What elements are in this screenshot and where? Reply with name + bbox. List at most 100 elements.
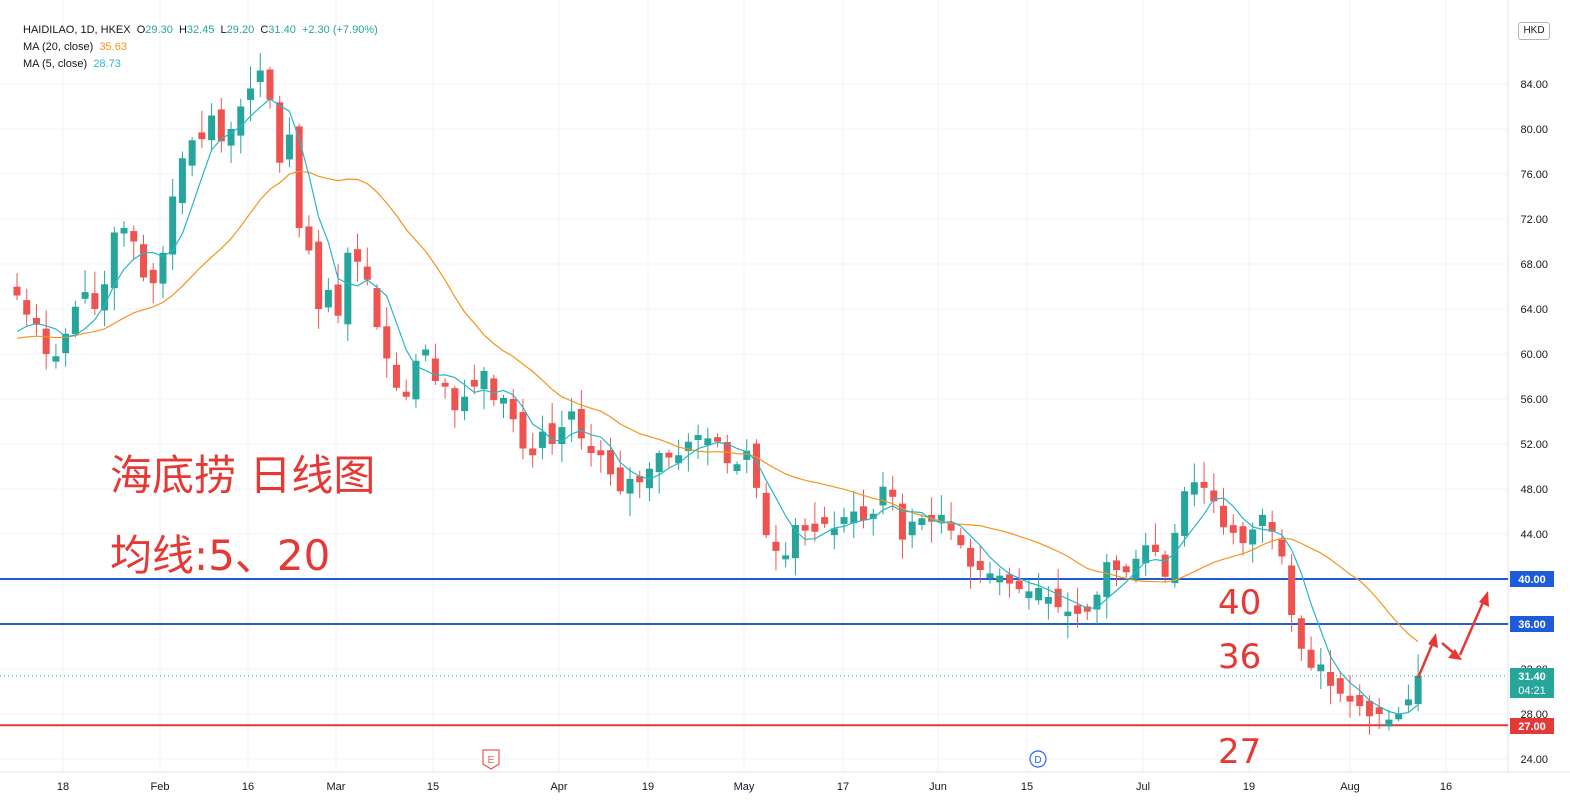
candle-body <box>898 503 906 540</box>
dividend-marker[interactable]: D <box>1029 750 1047 768</box>
ma20-row[interactable]: MA (20, close) 35.63 <box>23 39 378 56</box>
candle-body <box>42 328 50 354</box>
candle-body <box>1181 491 1189 536</box>
candle-body <box>782 555 790 560</box>
candle-body <box>130 231 138 242</box>
x-tick-label: Feb <box>151 781 170 793</box>
candle-body <box>354 249 362 262</box>
candle-body <box>762 492 770 536</box>
open-value: 29.30 <box>145 24 173 36</box>
candle-body <box>752 443 760 488</box>
horizontal-levels[interactable] <box>0 578 1508 727</box>
candle-body <box>208 115 216 141</box>
legend-header: HAIDILAO, 1D, HKEX O29.30 H32.45 L29.20 … <box>23 22 378 73</box>
candle-body <box>32 318 40 325</box>
y-tick-label: 68.00 <box>1520 259 1548 271</box>
candle-body <box>772 541 780 551</box>
candle-body <box>1327 671 1335 686</box>
open-label: O <box>136 24 146 36</box>
x-tick-label: Jun <box>929 781 947 793</box>
candle-body <box>1210 490 1218 502</box>
candle-body <box>1190 482 1198 495</box>
candle-body <box>1395 714 1403 720</box>
candle-body <box>198 132 206 140</box>
price-labels: 40.00 36.00 31.40 04:21 27.00 <box>1510 571 1554 734</box>
currency-button[interactable]: HKD <box>1518 22 1550 40</box>
candle-body <box>869 513 877 519</box>
candle-body <box>500 397 507 404</box>
candle-body <box>276 102 284 163</box>
candle-body <box>1093 594 1101 610</box>
y-tick-label: 80.00 <box>1520 124 1548 136</box>
x-tick-label: 17 <box>837 781 849 793</box>
ma5-label: MA (5, close) <box>23 58 88 70</box>
candle-body <box>733 464 741 471</box>
annotation-title: 海底捞 日线图 <box>110 451 375 500</box>
candle-body <box>626 478 634 494</box>
candle-body <box>1239 526 1247 543</box>
x-tick-label: 19 <box>642 781 654 793</box>
high-label: H <box>178 24 187 36</box>
candle-body <box>159 252 167 284</box>
candle-body <box>655 453 663 473</box>
candle-body <box>801 525 809 531</box>
arrow-up-1 <box>1416 639 1436 679</box>
candle-body <box>967 547 975 567</box>
candle-body <box>743 450 751 460</box>
candle-body <box>616 467 624 492</box>
close-label: C <box>260 24 269 36</box>
candle-body <box>1171 532 1179 584</box>
candle-body <box>1025 591 1033 599</box>
candle-body <box>256 70 264 83</box>
x-tick-label: Jul <box>1136 781 1150 793</box>
candle-body <box>402 391 410 397</box>
candle-body <box>694 435 702 440</box>
candle-body <box>1054 588 1062 608</box>
candle-body <box>996 575 1004 583</box>
ma5-row[interactable]: MA (5, close) 28.73 <box>23 56 378 73</box>
candle-body <box>441 382 449 387</box>
arrow-head-1 <box>1428 633 1438 648</box>
candle-body <box>850 511 858 524</box>
y-tick-label: 76.00 <box>1520 169 1548 181</box>
y-tick-label: 64.00 <box>1520 304 1548 316</box>
candle-body <box>62 333 70 354</box>
candle-body <box>344 252 352 325</box>
label-40: 40.00 <box>1518 574 1546 586</box>
candle-body <box>1151 544 1159 552</box>
candle-body <box>52 356 60 362</box>
candle-body <box>1035 588 1043 601</box>
candle-body <box>529 448 537 456</box>
candle-body <box>305 226 313 251</box>
candle-body <box>1317 664 1325 672</box>
annotation-subtitle: 均线:5、20 <box>110 531 330 580</box>
x-tick-label: Aug <box>1340 781 1360 793</box>
candle-body <box>334 284 342 316</box>
grid <box>0 0 1508 772</box>
candle-body <box>577 408 585 439</box>
candle-body <box>1414 675 1422 705</box>
candle-body <box>1161 554 1169 577</box>
candle-body <box>149 269 157 284</box>
ma20-line <box>16 170 1419 643</box>
earnings-marker[interactable]: E <box>482 749 500 770</box>
candle-body <box>986 573 994 579</box>
candle-body <box>1297 618 1305 649</box>
candle-body <box>811 523 819 532</box>
candle-body <box>684 441 692 451</box>
moving-averages <box>16 98 1419 715</box>
candle-body <box>538 431 546 448</box>
candle-body <box>71 306 79 334</box>
dividend-marker-label: D <box>1034 755 1041 766</box>
y-tick-label: 72.00 <box>1520 214 1548 226</box>
annotation-level-36: 36 <box>1218 637 1261 677</box>
candle-body <box>1083 606 1091 612</box>
ma20-value: 35.63 <box>99 41 127 53</box>
candle-body <box>23 300 31 315</box>
candle-body <box>188 140 196 166</box>
candle-body <box>470 379 478 387</box>
earnings-marker-label: E <box>488 755 495 766</box>
price-axis[interactable] <box>0 0 1570 773</box>
